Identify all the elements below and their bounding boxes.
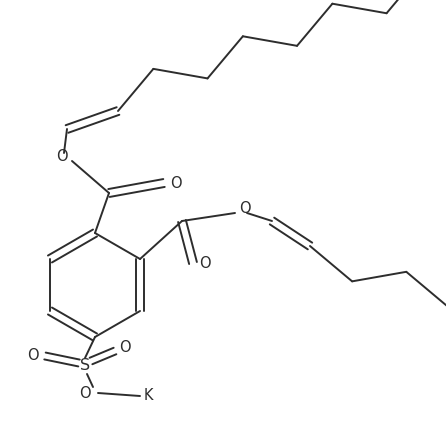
Text: O: O: [170, 176, 182, 190]
Text: S: S: [80, 359, 90, 373]
Text: K: K: [143, 389, 153, 403]
Text: O: O: [56, 149, 68, 163]
Text: O: O: [27, 349, 39, 363]
Text: O: O: [239, 200, 251, 216]
Text: O: O: [79, 386, 91, 400]
Text: O: O: [119, 341, 131, 355]
Text: O: O: [199, 256, 211, 271]
